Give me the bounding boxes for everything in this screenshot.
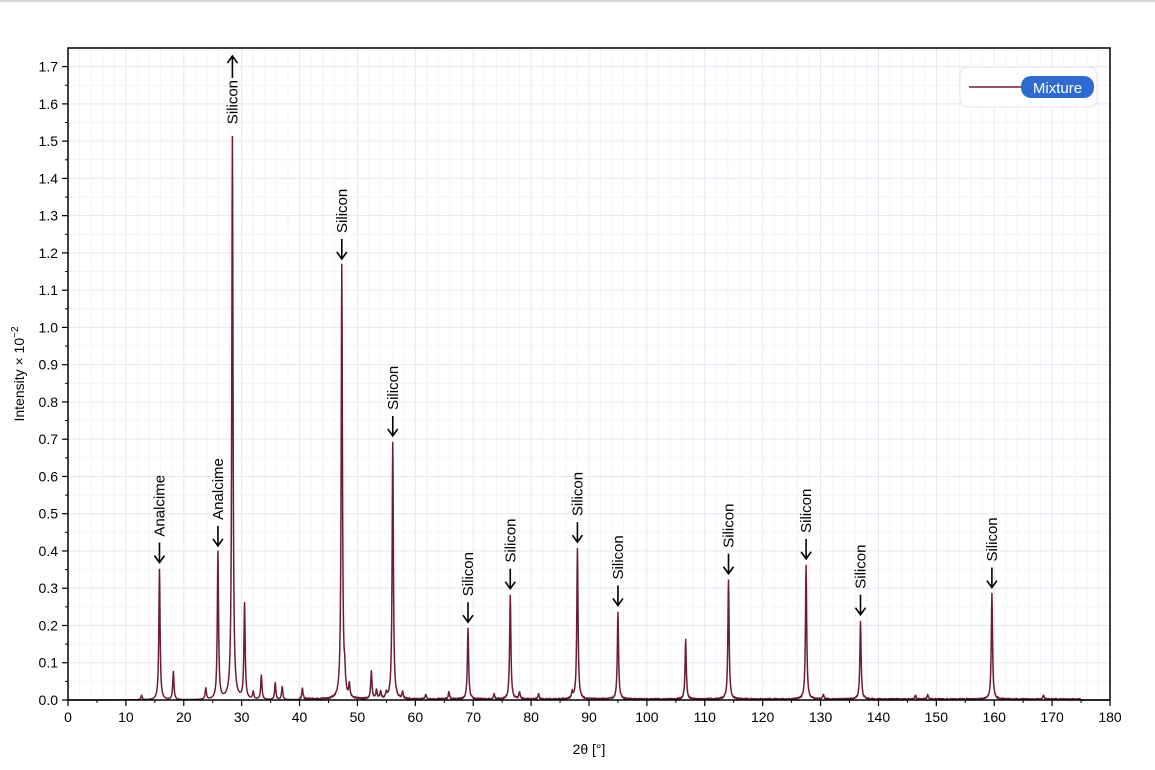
arrow-head <box>854 607 867 617</box>
legend-label: Mixture <box>1033 80 1082 97</box>
x-tick-label: 50 <box>350 709 366 725</box>
top-rule <box>0 0 1155 2</box>
annotation-label: Silicon <box>984 517 1001 561</box>
annotation-label: Silicon <box>224 80 241 124</box>
x-tick-label: 60 <box>408 709 424 725</box>
x-tick-label: 10 <box>118 709 134 725</box>
annotation-label: Silicon <box>569 472 586 516</box>
peak-annotation: Silicon <box>610 535 627 607</box>
y-tick-label: 0.5 <box>39 506 59 522</box>
y-tick-label: 0.9 <box>39 357 59 373</box>
x-tick-label: 180 <box>1098 709 1122 725</box>
arrow-head <box>212 538 224 548</box>
arrow-head <box>387 428 399 438</box>
x-tick-label: 40 <box>292 709 308 725</box>
annotation-label: Silicon <box>798 489 815 533</box>
x-tick-label: 130 <box>809 709 833 725</box>
y-tick-label: 0.4 <box>39 543 59 559</box>
legend-badge[interactable] <box>1021 76 1094 98</box>
y-tick-label: 0.8 <box>39 394 59 410</box>
peak-annotation: Silicon <box>852 545 869 617</box>
annotation-label: Silicon <box>502 518 519 562</box>
arrow-head <box>226 54 239 64</box>
x-axis-ticks: 0 10 20 30 40 50 60 70 80 90 100 110 120 130 140 150 160… <box>64 700 1122 725</box>
x-tick-label: 110 <box>694 709 717 725</box>
annotation-label: Silicon <box>385 366 402 410</box>
arrow-head <box>336 251 348 261</box>
y-tick-label: 1.0 <box>39 319 59 335</box>
annotation-label: Silicon <box>460 552 477 596</box>
x-tick-label: 100 <box>635 709 659 725</box>
peak-annotation: Silicon <box>334 189 351 261</box>
annotation-label: Silicon <box>610 535 627 579</box>
arrow-head <box>462 614 474 624</box>
grid-major <box>67 48 1111 701</box>
y-tick-label: 1.7 <box>39 59 59 75</box>
x-tick-label: 70 <box>465 709 481 725</box>
x-axis-title: 2θ [°] <box>573 741 606 757</box>
peak-annotation: Silicon <box>385 366 402 438</box>
peak-annotation: Silicon <box>721 504 738 576</box>
x-tick-label: 0 <box>64 709 72 725</box>
legend[interactable]: Mixture <box>959 66 1098 108</box>
y-tick-label: 0.6 <box>39 468 59 484</box>
y-tick-label: 1.3 <box>39 208 59 224</box>
y-tick-label: 1.4 <box>39 170 59 186</box>
annotation-label: Silicon <box>852 545 869 589</box>
annotations-layer: Analcime Analcime Silicon Silicon Silicon Sil… <box>151 54 1001 624</box>
y-axis-ticks: 0.0 0.1 0.2 0.3 0.4 0.5 0.6 0.7 0.8 0.9 1.0 1.1 1.2 1… <box>39 59 68 708</box>
x-tick-label: 30 <box>234 709 250 725</box>
y-axis-title-main: Intensity × 10 <box>11 338 27 422</box>
x-tick-label: 150 <box>925 709 949 725</box>
peak-annotation: Silicon <box>569 472 586 544</box>
arrow-head <box>571 534 584 544</box>
arrow-head <box>722 566 735 576</box>
x-tick-label: 90 <box>581 709 597 725</box>
annotation-label: Analcime <box>151 475 168 537</box>
x-tick-label: 20 <box>176 709 192 725</box>
arrow-head <box>153 555 166 564</box>
x-tick-label: 160 <box>983 709 1007 725</box>
peak-annotation: Silicon <box>460 552 477 624</box>
y-tick-label: 0.1 <box>39 655 59 671</box>
y-tick-label: 0.7 <box>39 431 59 447</box>
x-tick-label: 170 <box>1040 709 1064 725</box>
y-tick-label: 1.5 <box>39 133 59 149</box>
y-tick-label: 1.2 <box>39 245 59 261</box>
y-axis-title: Intensity × 10−2 <box>10 326 27 422</box>
y-tick-label: 1.1 <box>39 282 59 298</box>
arrow-head <box>612 597 624 607</box>
y-tick-label: 0.0 <box>39 692 59 708</box>
peak-annotation: Silicon <box>984 517 1001 589</box>
peak-annotation: Silicon <box>224 54 241 124</box>
peak-annotation: Silicon <box>502 518 519 591</box>
y-tick-label: 0.2 <box>39 617 59 633</box>
annotation-label: Analcime <box>210 458 227 520</box>
arrow-head <box>504 581 516 591</box>
y-tick-label: 1.6 <box>39 96 59 112</box>
peak-annotation: Analcime <box>210 458 227 548</box>
x-tick-label: 80 <box>523 709 539 725</box>
x-tick-label: 120 <box>751 709 775 725</box>
x-tick-label: 140 <box>867 709 891 725</box>
peak-annotation: Silicon <box>798 489 815 561</box>
arrow-head <box>800 551 812 561</box>
annotation-label: Silicon <box>721 504 738 548</box>
annotation-label: Silicon <box>334 189 351 233</box>
y-axis-title-exponent: −2 <box>10 326 21 338</box>
y-tick-label: 0.3 <box>39 580 59 596</box>
peak-annotation: Analcime <box>151 475 168 564</box>
arrow-head <box>986 580 998 589</box>
